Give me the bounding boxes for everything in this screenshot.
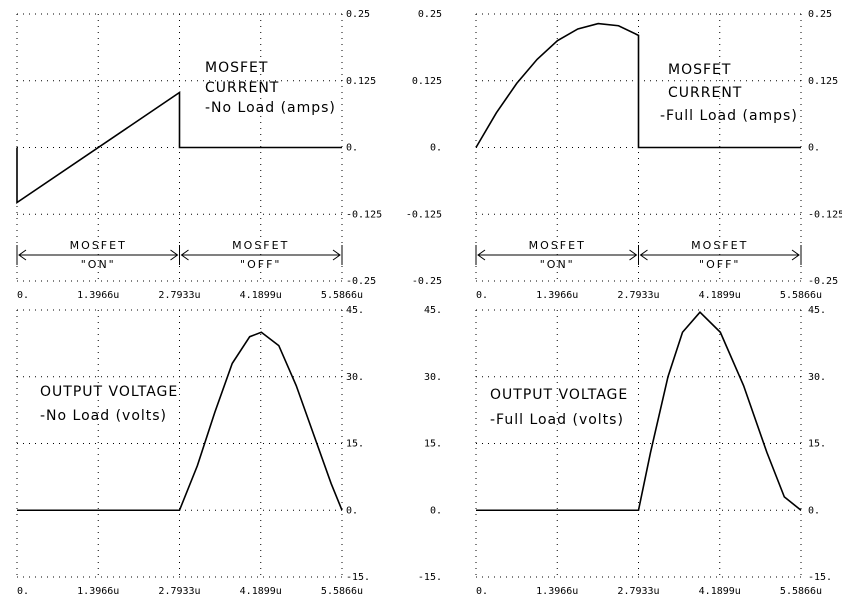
y-tick-label: 0. (808, 505, 820, 516)
annotation: -Full Load (amps) (660, 108, 798, 124)
y-tick-label: -15. (346, 572, 370, 583)
x-tick-label: 0. (476, 586, 488, 597)
data-line (476, 311, 802, 512)
arrow-head (477, 249, 638, 261)
x-tick-label: 2.7933u (617, 290, 659, 301)
y-tick-label: 15. (808, 439, 826, 450)
y-tick-label: 0. (346, 505, 358, 516)
x-tick-label: 2.7933u (158, 586, 200, 597)
y-tick-label: -15. (808, 572, 832, 583)
y-tick-label: 0. (430, 143, 442, 154)
region-label: "OFF" (699, 258, 740, 271)
region-label: "ON" (81, 258, 116, 271)
annotation: MOSFET (668, 62, 731, 78)
data-line (16, 90, 342, 205)
y-tick-label: 15. (346, 439, 364, 450)
arrow-head (180, 249, 341, 261)
arrow-head (18, 249, 179, 261)
x-tick-label: 1.3966u (77, 290, 119, 301)
x-tick-label: 4.1899u (240, 290, 282, 301)
x-tick-label: 5.5866u (321, 586, 363, 597)
y-tick-label: -0.125 (346, 209, 382, 220)
x-tick-label: 1.3966u (536, 586, 578, 597)
y-tick-label: 0.25 (346, 9, 370, 20)
y-tick-label: 0.25 (808, 9, 832, 20)
x-tick-label: 2.7933u (617, 586, 659, 597)
annotation: MOSFET (205, 60, 268, 76)
y-tick-label: -0.25 (412, 276, 442, 287)
x-tick-label: 1.3966u (77, 586, 119, 597)
x-tick-label: 0. (17, 586, 29, 597)
annotation: -No Load (amps) (205, 100, 336, 116)
region-label: "OFF" (240, 258, 281, 271)
y-tick-label: 30. (346, 372, 364, 383)
region-label: MOSFET (529, 239, 586, 252)
y-tick-label: 0. (808, 143, 820, 154)
x-tick-label: 4.1899u (699, 586, 741, 597)
x-tick-label: 5.5866u (321, 290, 363, 301)
x-tick-label: 5.5866u (780, 586, 822, 597)
y-tick-label: 45. (424, 305, 442, 316)
x-tick-label: 1.3966u (536, 290, 578, 301)
annotation: CURRENT (205, 80, 279, 96)
y-tick-label: -0.25 (808, 276, 838, 287)
annotation: OUTPUT VOLTAGE (40, 384, 178, 400)
data-line (475, 22, 801, 149)
x-tick-label: 4.1899u (699, 290, 741, 301)
y-tick-label: 0.25 (418, 9, 442, 20)
x-tick-label: 4.1899u (240, 586, 282, 597)
y-tick-label: 0. (346, 143, 358, 154)
y-tick-label: 45. (346, 305, 364, 316)
arrow-head (639, 249, 800, 261)
annotation: CURRENT (668, 85, 742, 101)
y-tick-label: 0.125 (346, 76, 376, 87)
y-tick-label: 30. (808, 372, 826, 383)
annotation: -Full Load (volts) (490, 412, 624, 428)
region-label: MOSFET (232, 239, 289, 252)
region-label: "ON" (540, 258, 575, 271)
y-tick-label: 30. (424, 372, 442, 383)
y-tick-label: 0. (430, 505, 442, 516)
annotation: -No Load (volts) (40, 408, 167, 424)
y-tick-label: 45. (808, 305, 826, 316)
x-tick-label: 5.5866u (780, 290, 822, 301)
y-tick-label: -15. (418, 572, 442, 583)
y-tick-label: -0.125 (808, 209, 842, 220)
data-line (17, 331, 343, 512)
y-tick-label: -0.125 (406, 209, 442, 220)
region-label: MOSFET (691, 239, 748, 252)
y-tick-label: 0.125 (412, 76, 442, 87)
y-tick-label: -0.25 (346, 276, 376, 287)
x-tick-label: 0. (17, 290, 29, 301)
y-tick-label: 15. (424, 439, 442, 450)
y-tick-label: 0.125 (808, 76, 838, 87)
annotation: OUTPUT VOLTAGE (490, 387, 628, 403)
region-label: MOSFET (70, 239, 127, 252)
x-tick-label: 0. (476, 290, 488, 301)
x-tick-label: 2.7933u (158, 290, 200, 301)
